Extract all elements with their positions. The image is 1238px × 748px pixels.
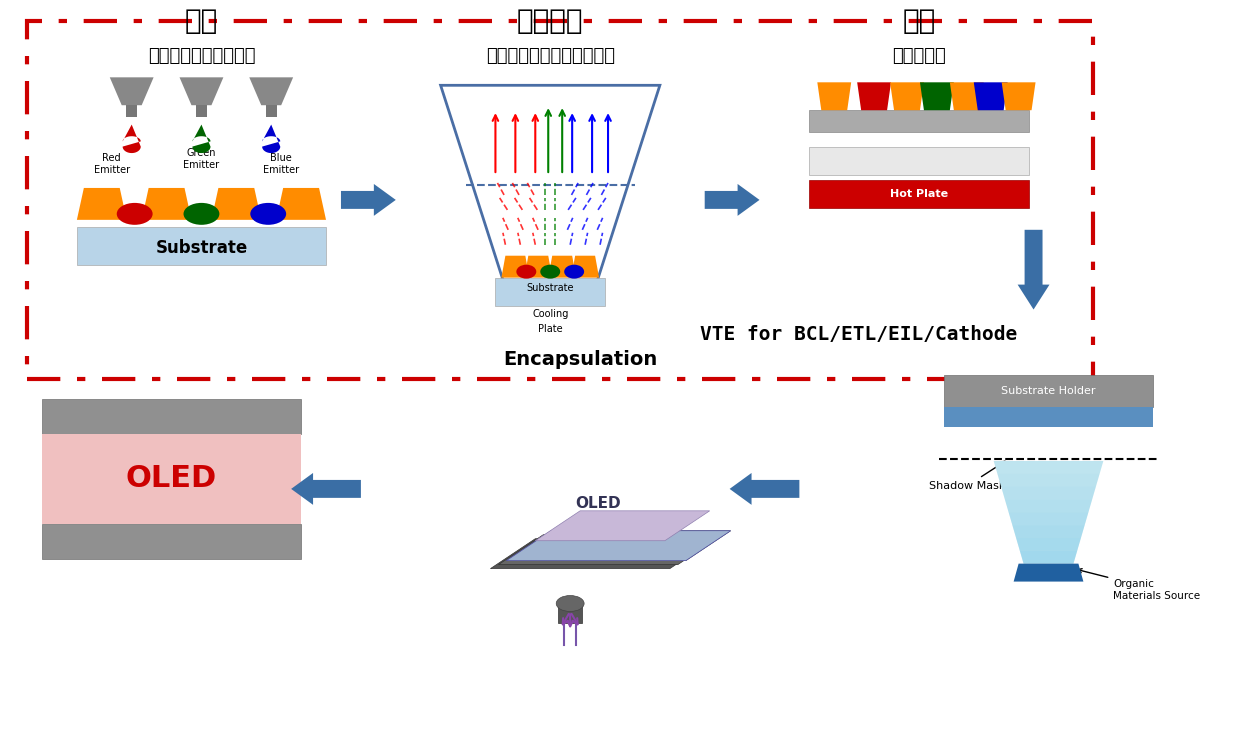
Polygon shape	[535, 511, 709, 541]
Polygon shape	[998, 473, 1099, 487]
Text: OLED: OLED	[576, 497, 621, 512]
Text: Red
Emitter: Red Emitter	[94, 153, 130, 175]
Polygon shape	[291, 473, 361, 505]
Ellipse shape	[556, 595, 584, 611]
Polygon shape	[525, 256, 552, 278]
Ellipse shape	[183, 203, 219, 225]
Polygon shape	[1014, 564, 1083, 582]
Bar	[42, 524, 301, 559]
Bar	[943, 375, 1153, 407]
Bar	[266, 105, 276, 117]
Polygon shape	[276, 188, 326, 220]
Ellipse shape	[250, 203, 286, 225]
Polygon shape	[1020, 551, 1077, 564]
Polygon shape	[212, 188, 261, 220]
Ellipse shape	[565, 265, 584, 279]
Polygon shape	[994, 461, 1103, 473]
Polygon shape	[974, 82, 1008, 110]
Polygon shape	[262, 125, 280, 153]
Polygon shape	[192, 125, 210, 153]
Polygon shape	[490, 539, 714, 568]
FancyBboxPatch shape	[77, 227, 326, 265]
Text: Shadow Mask: Shadow Mask	[928, 462, 1005, 491]
Text: （高精度、高均匀性）: （高精度、高均匀性）	[147, 47, 255, 65]
Text: （均匀性）: （均匀性）	[893, 47, 946, 65]
Polygon shape	[141, 188, 192, 220]
Polygon shape	[1002, 82, 1035, 110]
Bar	[943, 407, 1153, 427]
Polygon shape	[890, 82, 924, 110]
Bar	[196, 105, 207, 117]
Ellipse shape	[540, 265, 561, 279]
Polygon shape	[1013, 525, 1084, 538]
Polygon shape	[1005, 500, 1092, 512]
Bar	[126, 105, 137, 117]
Polygon shape	[994, 461, 1103, 564]
Text: OLED: OLED	[126, 465, 217, 494]
Text: （客制化制程、气流均匀）: （客制化制程、气流均匀）	[485, 47, 615, 65]
Bar	[42, 434, 301, 524]
Ellipse shape	[516, 265, 536, 279]
Bar	[495, 278, 605, 305]
Text: Encapsulation: Encapsulation	[503, 350, 657, 370]
Polygon shape	[729, 473, 800, 505]
Polygon shape	[499, 535, 723, 565]
Text: 打印: 打印	[184, 7, 218, 35]
Text: Organic
Materials Source: Organic Materials Source	[1077, 568, 1201, 601]
Polygon shape	[506, 531, 730, 561]
Polygon shape	[1009, 512, 1088, 525]
Polygon shape	[77, 188, 126, 220]
Polygon shape	[123, 125, 141, 153]
Polygon shape	[340, 184, 396, 216]
Polygon shape	[950, 82, 984, 110]
Text: Plate: Plate	[539, 325, 562, 334]
Text: Hot Plate: Hot Plate	[890, 189, 948, 199]
Polygon shape	[704, 184, 759, 216]
Bar	[810, 180, 1029, 208]
Polygon shape	[920, 82, 953, 110]
Polygon shape	[817, 82, 852, 110]
Text: Green
Emitter: Green Emitter	[183, 148, 219, 170]
Text: VTE for BCL/ETL/EIL/Cathode: VTE for BCL/ETL/EIL/Cathode	[699, 325, 1016, 344]
Polygon shape	[857, 82, 891, 110]
Polygon shape	[571, 256, 599, 278]
Bar	[558, 604, 582, 623]
Polygon shape	[249, 77, 293, 105]
Text: 烘干: 烘干	[903, 7, 936, 35]
Polygon shape	[1002, 487, 1096, 500]
Text: Substrate Holder: Substrate Holder	[1002, 386, 1096, 396]
Bar	[42, 399, 301, 434]
Polygon shape	[1016, 538, 1081, 551]
Polygon shape	[180, 77, 223, 105]
Text: 真空干燥: 真空干燥	[517, 7, 583, 35]
Polygon shape	[501, 256, 530, 278]
Text: Blue
Emitter: Blue Emitter	[264, 153, 300, 175]
Text: Substrate: Substrate	[155, 239, 248, 257]
Ellipse shape	[116, 203, 152, 225]
Bar	[810, 147, 1029, 175]
Text: Substrate: Substrate	[526, 283, 574, 292]
Bar	[810, 110, 1029, 132]
Polygon shape	[548, 256, 576, 278]
Polygon shape	[1018, 230, 1050, 310]
Text: Cooling: Cooling	[532, 308, 568, 319]
Polygon shape	[110, 77, 154, 105]
Polygon shape	[506, 531, 730, 561]
